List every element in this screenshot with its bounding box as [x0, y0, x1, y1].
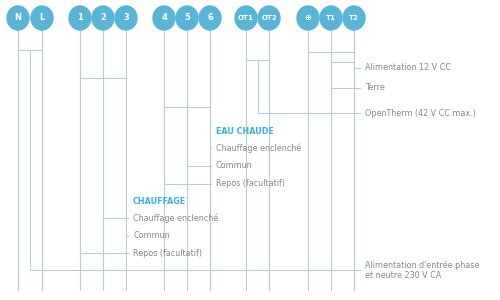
Ellipse shape: [258, 6, 280, 30]
Text: L: L: [40, 14, 44, 22]
Text: 3: 3: [123, 14, 129, 22]
Text: 4: 4: [161, 14, 167, 22]
Ellipse shape: [297, 6, 319, 30]
Ellipse shape: [7, 6, 29, 30]
Text: 2: 2: [100, 14, 106, 22]
Text: OT2: OT2: [261, 15, 277, 21]
Text: ⊕: ⊕: [304, 14, 312, 22]
Text: Chauffage enclenché: Chauffage enclenché: [133, 213, 218, 223]
Text: Commun: Commun: [216, 161, 252, 170]
Ellipse shape: [115, 6, 137, 30]
Text: T2: T2: [349, 15, 359, 21]
Text: 6: 6: [207, 14, 213, 22]
Ellipse shape: [320, 6, 342, 30]
Text: 1: 1: [77, 14, 83, 22]
Ellipse shape: [343, 6, 365, 30]
Ellipse shape: [31, 6, 53, 30]
Ellipse shape: [153, 6, 175, 30]
Text: Alimentation 12 V CC: Alimentation 12 V CC: [365, 64, 451, 73]
Ellipse shape: [199, 6, 221, 30]
Text: Repos (facultatif): Repos (facultatif): [216, 179, 285, 188]
Text: 5: 5: [184, 14, 190, 22]
Text: OT1: OT1: [238, 15, 254, 21]
Text: Alimentation d'entrée phase
et neutre 230 V CA: Alimentation d'entrée phase et neutre 23…: [365, 260, 480, 280]
Text: T1: T1: [326, 15, 336, 21]
Text: EAU CHAUDE: EAU CHAUDE: [216, 127, 274, 136]
Ellipse shape: [176, 6, 198, 30]
Text: Terre: Terre: [365, 83, 385, 92]
Text: Chauffage enclenché: Chauffage enclenché: [216, 143, 301, 153]
Text: Commun: Commun: [133, 232, 170, 241]
Ellipse shape: [69, 6, 91, 30]
Text: OpenTherm (42 V CC max.): OpenTherm (42 V CC max.): [365, 109, 476, 118]
Text: CHAUFFAGE: CHAUFFAGE: [133, 196, 186, 206]
Ellipse shape: [235, 6, 257, 30]
Text: Repos (facultatif): Repos (facultatif): [133, 248, 202, 257]
Text: N: N: [14, 14, 21, 22]
Ellipse shape: [92, 6, 114, 30]
